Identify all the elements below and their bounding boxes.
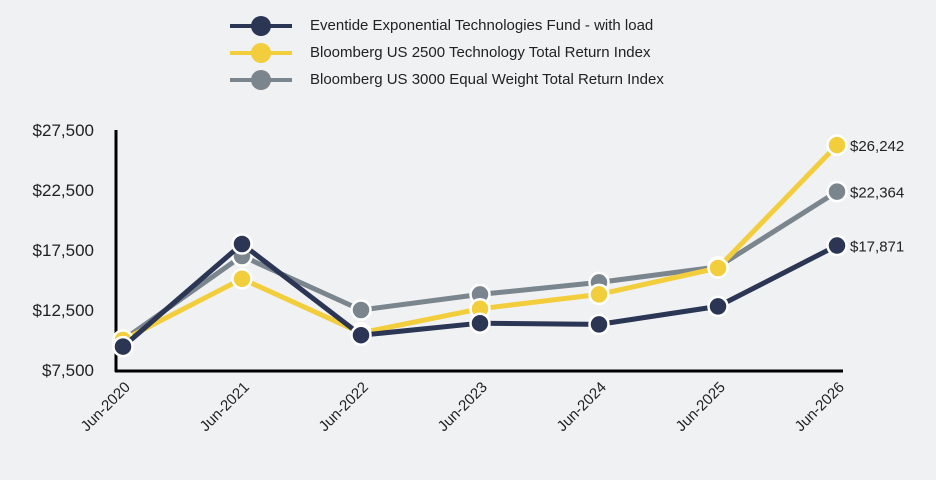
series-0-point	[826, 234, 848, 257]
series-1-end-label: $26,242	[850, 138, 904, 155]
y-tick-label: $22,500	[33, 181, 94, 200]
legend-swatch-equal-weight-index	[230, 69, 292, 91]
legend-item-fund: Eventide Exponential Technologies Fund -…	[230, 12, 664, 39]
x-tick-label: Jun-2022	[316, 379, 372, 435]
series-1-point	[707, 257, 729, 279]
series-0-point	[588, 313, 610, 336]
y-tick-label: $27,500	[33, 121, 94, 140]
legend-item-tech-index: Bloomberg US 2500 Technology Total Retur…	[230, 39, 664, 66]
x-tick-label: Jun-2026	[792, 379, 848, 435]
x-tick-label: Jun-2020	[78, 379, 134, 435]
series-1-point	[231, 268, 253, 290]
legend: Eventide Exponential Technologies Fund -…	[230, 12, 664, 93]
legend-label-equal-weight-index: Bloomberg US 3000 Equal Weight Total Ret…	[310, 71, 664, 88]
series-0-point	[707, 295, 729, 318]
series-0-point	[231, 233, 253, 255]
series-2-point	[826, 180, 848, 203]
y-tick-label: $12,500	[33, 301, 94, 320]
series-1-point	[588, 283, 610, 306]
x-tick-label: Jun-2025	[673, 379, 729, 435]
x-tick-label: Jun-2023	[435, 379, 491, 435]
legend-item-equal-weight-index: Bloomberg US 3000 Equal Weight Total Ret…	[230, 66, 664, 93]
x-tick-label: Jun-2024	[554, 379, 610, 435]
series-0-end-label: $17,871	[850, 239, 904, 256]
legend-label-fund: Eventide Exponential Technologies Fund -…	[310, 17, 654, 34]
series-1-point	[826, 134, 848, 156]
legend-label-tech-index: Bloomberg US 2500 Technology Total Retur…	[310, 44, 651, 61]
y-tick-label: $17,500	[33, 241, 94, 260]
series-2-point	[350, 299, 372, 321]
series-0-point	[350, 324, 372, 346]
series-0-point	[112, 335, 134, 358]
x-tick-label: Jun-2021	[197, 379, 253, 435]
legend-swatch-tech-index	[230, 42, 292, 64]
y-tick-label: $7,500	[42, 361, 94, 380]
legend-swatch-fund	[230, 15, 292, 37]
series-2-end-label: $22,364	[850, 185, 904, 202]
series-0-point	[469, 312, 491, 334]
